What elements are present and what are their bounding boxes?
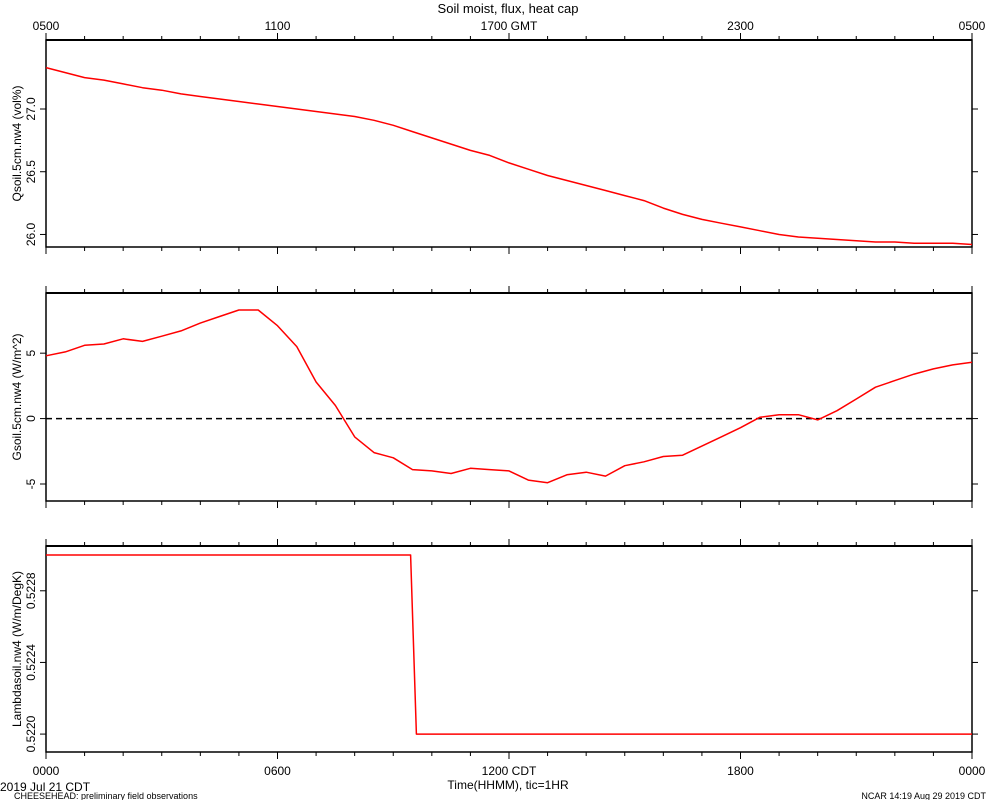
plot-frame bbox=[45, 545, 973, 753]
date-label: 2019 Jul 21 CDT bbox=[0, 780, 91, 794]
series-line bbox=[45, 309, 973, 484]
bottom-tick-label: 0000 bbox=[33, 764, 60, 778]
chart-title: Soil moist, flux, heat cap bbox=[438, 1, 579, 16]
top-tick-label: 0500 bbox=[33, 19, 60, 33]
series-line bbox=[45, 66, 973, 246]
y-tick-label: 26.0 bbox=[24, 222, 38, 246]
bottom-axis-tick-labels: 0000 0600 1200 CDT 1800 0000 bbox=[33, 764, 986, 778]
footer-left: CHEESEHEAD: preliminary field observatio… bbox=[14, 791, 198, 800]
top-tick-label: 1700 GMT bbox=[481, 19, 538, 33]
y-axis-label: Gsoil.5cm.nw4 (W/m^2) bbox=[10, 334, 24, 461]
y-tick-label: 0.5220 bbox=[24, 715, 38, 752]
x-axis-label: Time(HHMM), tic=1HR bbox=[447, 778, 569, 792]
y-axis-label: Lambdasoil.nw4 (W/m/DegK) bbox=[10, 571, 24, 727]
top-tick-label: 1100 bbox=[265, 19, 291, 33]
top-tick-label: 0500 bbox=[959, 19, 986, 33]
footer-right: NCAR 14:19 Aug 29 2019 CDT bbox=[861, 791, 986, 800]
y-tick-label: 0.5224 bbox=[24, 644, 38, 681]
top-axis-tick-labels: 0500 1100 1700 GMT 2300 0500 bbox=[33, 19, 986, 33]
top-tick-label: 2300 bbox=[727, 19, 754, 33]
y-axis-label: Qsoil.5cm.nw4 (vol%) bbox=[10, 85, 24, 201]
plot-frame bbox=[45, 39, 973, 248]
y-tick-label: 5 bbox=[24, 350, 38, 357]
y-tick-label: 0 bbox=[24, 415, 38, 422]
bottom-tick-label: 1800 bbox=[727, 764, 754, 778]
bottom-tick-label: 0600 bbox=[264, 764, 291, 778]
bottom-tick-label: 0000 bbox=[959, 764, 986, 778]
y-tick-label: 26.5 bbox=[24, 160, 38, 184]
plot-frame bbox=[45, 292, 973, 502]
bottom-tick-label: 1200 CDT bbox=[482, 764, 537, 778]
y-tick-label: 0.5228 bbox=[24, 572, 38, 609]
series-line bbox=[46, 554, 972, 735]
y-tick-label: 27.0 bbox=[24, 97, 38, 121]
y-tick-label: -5 bbox=[24, 478, 38, 489]
